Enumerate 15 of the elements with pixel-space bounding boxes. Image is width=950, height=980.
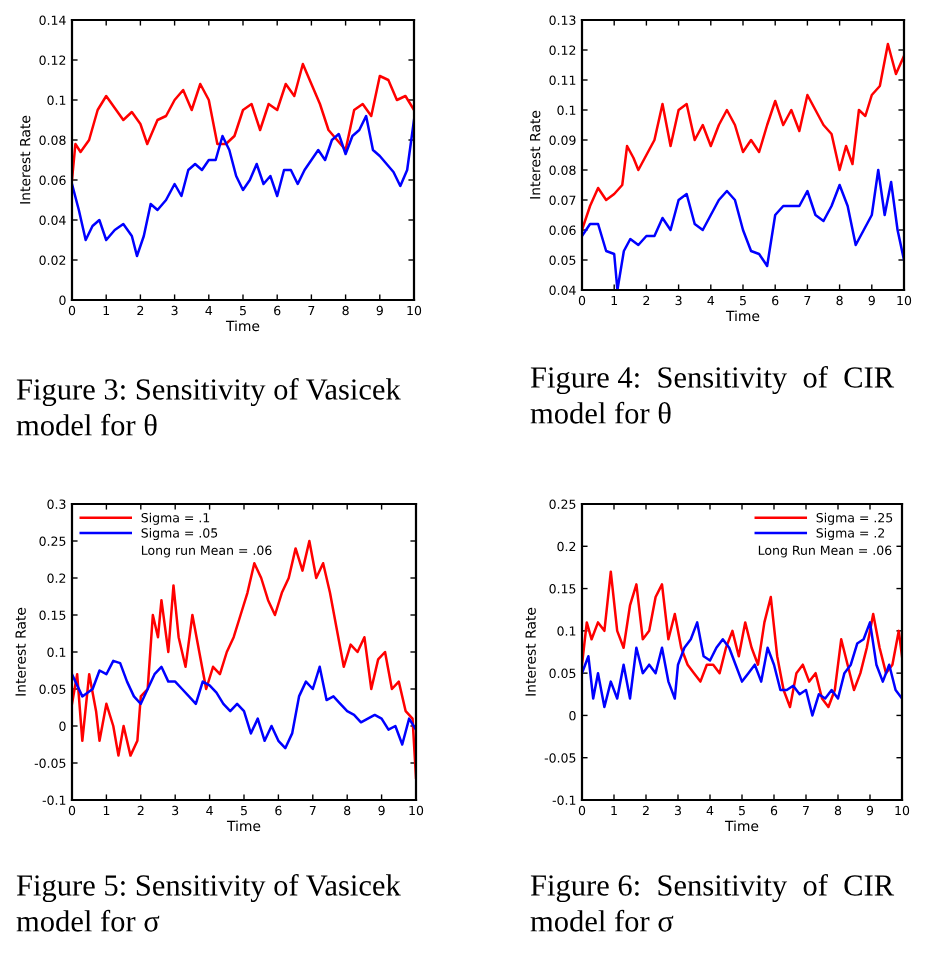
line-series — [72, 539, 416, 780]
line-series — [582, 570, 902, 709]
caption: Figure 3: Sensitivity of Vasicek — [16, 377, 401, 407]
text: model for θ — [16, 413, 157, 436]
caption: Figure 4: Sensitivity of CIR — [530, 365, 895, 395]
line-series — [72, 114, 414, 258]
caption: Figure 5: Sensitivity of Vasicek — [16, 873, 401, 903]
line-series — [582, 621, 902, 717]
line-series — [72, 62, 414, 182]
text: model for θ — [530, 401, 671, 424]
text: model for σ — [530, 909, 674, 932]
text: model for σ — [16, 909, 160, 932]
line-series — [72, 659, 416, 750]
line-series — [582, 42, 904, 232]
caption: Figure 6: Sensitivity of CIR — [530, 873, 895, 903]
